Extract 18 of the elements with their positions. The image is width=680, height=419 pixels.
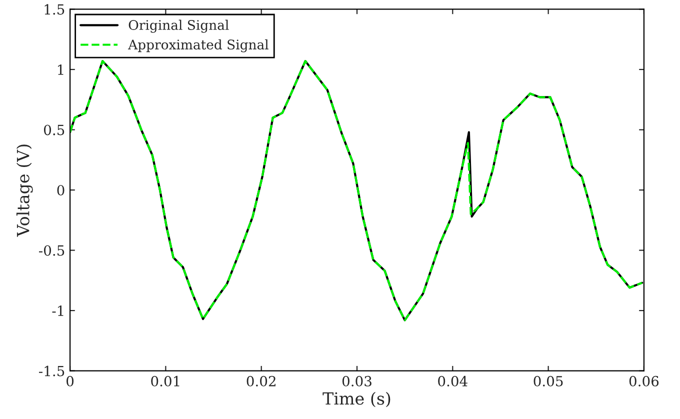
y-axis-title: Voltage (V) [16,144,33,237]
x-tick-label: 0.05 [534,376,563,386]
x-tick-label: 0.04 [438,376,468,386]
x-tick-label: 0.01 [151,376,180,386]
y-tick-label: 0 [57,184,64,196]
legend-label: Approximated Signal [128,39,268,52]
y-tick-label: -0.5 [39,245,64,256]
y-tick-label: 1 [58,64,64,75]
x-tick-label: 0 [66,376,74,386]
y-tick-label: 1.5 [44,4,64,15]
x-tick-label: 0.03 [342,376,372,386]
x-tick-label: 0.06 [629,376,659,386]
y-tick-label: 0.5 [44,124,64,136]
y-tick-label: -1.5 [39,366,64,376]
y-tick-label: -1 [52,306,64,316]
x-axis-title: Time (s) [322,392,390,408]
legend-label: Original Signal [128,20,229,33]
x-tick-label: 0.02 [246,376,276,386]
